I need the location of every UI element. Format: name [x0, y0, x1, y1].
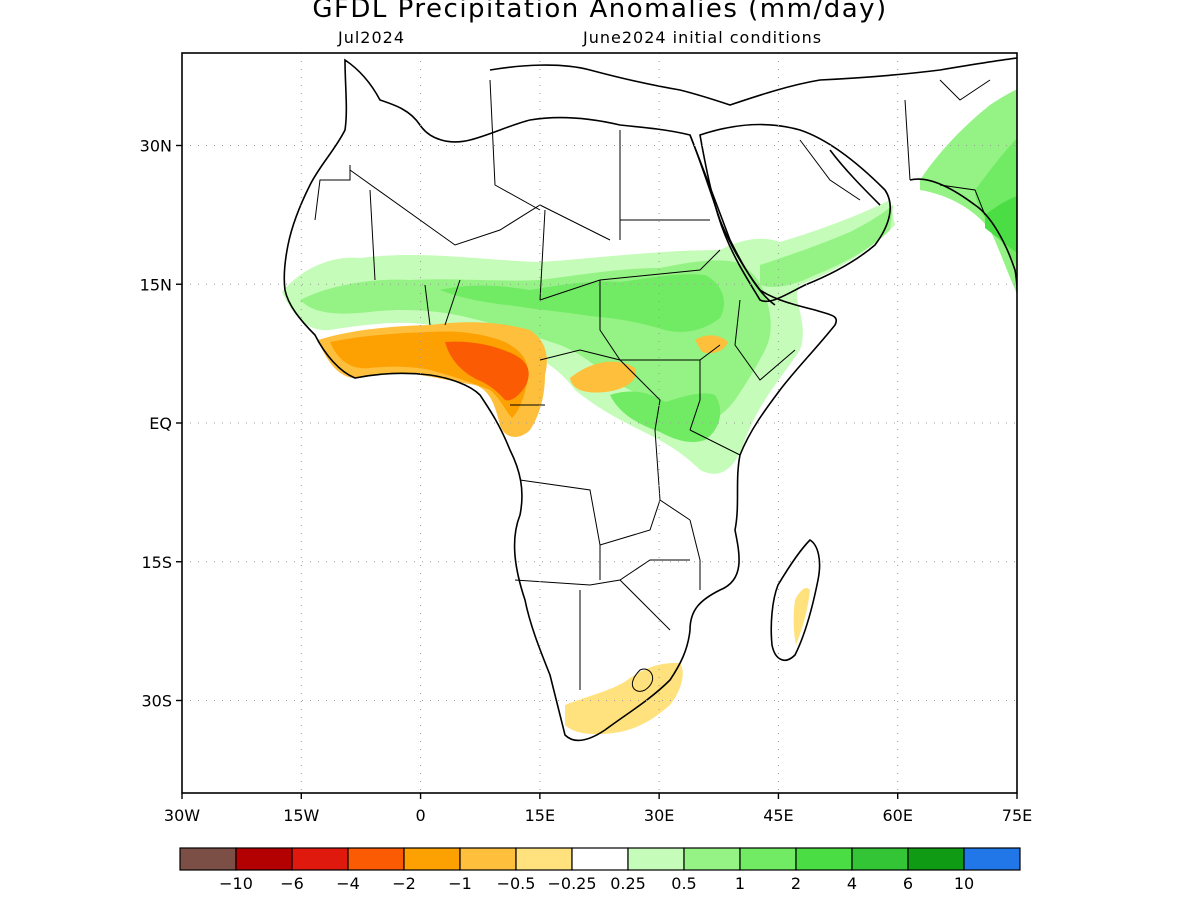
- country-borders: [314, 79, 991, 692]
- x-tick-label: 60E: [882, 806, 912, 825]
- map-frame: [181, 52, 1018, 794]
- madagascar-dry: [793, 588, 810, 645]
- ethiopia-dry: [695, 335, 728, 354]
- colorbar-label: −6: [280, 874, 304, 893]
- arabia-wet: [760, 205, 893, 287]
- mediterranean-coast: [489, 57, 1017, 106]
- madagascar-coastline: [770, 538, 821, 661]
- colorbar-label: −0.5: [497, 874, 536, 893]
- colorbar-label: 1: [735, 874, 745, 893]
- longitude-axis: 30W 15W 0 15E 30E 45E 60E 75E: [164, 793, 1032, 825]
- x-tick-label: 15W: [283, 806, 319, 825]
- colorbar-labels: −10 −6 −4 −2 −1 −0.5 −0.25 0.25 0.5 1 2 4 6 10: [219, 874, 974, 893]
- colorbar-label: −2: [392, 874, 416, 893]
- coastlines: [283, 57, 1017, 742]
- colorbar-label: 0.25: [610, 874, 646, 893]
- grid: [182, 53, 1017, 793]
- colorbar-swatch: [851, 847, 909, 871]
- colorbar-label: 10: [954, 874, 974, 893]
- y-tick-label: EQ: [149, 414, 172, 433]
- x-tick-label: 45E: [763, 806, 793, 825]
- colorbar-swatch: [459, 847, 517, 871]
- colorbar-swatch: [403, 847, 461, 871]
- y-tick-label: 30S: [141, 692, 172, 711]
- y-tick-label: 15N: [140, 275, 172, 294]
- colorbar-label: 6: [903, 874, 913, 893]
- east-africa-wet: [610, 391, 721, 443]
- colorbar-swatch: [739, 847, 797, 871]
- nigeria-dry-peak: [445, 341, 529, 401]
- colorbar: [179, 847, 1021, 871]
- colorbar-swatch: [627, 847, 685, 871]
- colorbar-label: −1: [448, 874, 472, 893]
- colorbar-label: −4: [336, 874, 360, 893]
- colorbar-swatch: [347, 847, 405, 871]
- x-tick-label: 0: [415, 806, 425, 825]
- red-sea-coast: [689, 134, 776, 306]
- sahel-wet-peak: [440, 274, 725, 332]
- valid-month-label: Jul2024: [338, 28, 406, 47]
- colorbar-swatch: [179, 847, 237, 871]
- initial-conditions-label: June2024 initial conditions: [583, 28, 823, 47]
- anomaly-field: [282, 89, 1017, 735]
- colorbar-swatch: [683, 847, 741, 871]
- india-wet-peak: [985, 196, 1017, 253]
- colorbar-label: 2: [791, 874, 801, 893]
- colorbar-swatch: [235, 847, 293, 871]
- map-title: GFDL Precipitation Anomalies (mm/day): [312, 0, 888, 24]
- colorbar-swatch: [291, 847, 349, 871]
- india-coastline: [909, 178, 1017, 308]
- x-tick-label: 30W: [164, 806, 200, 825]
- y-tick-label: 30N: [140, 137, 172, 156]
- colorbar-label: 0.5: [671, 874, 696, 893]
- colorbar-swatch: [963, 847, 1021, 871]
- y-tick-label: 15S: [141, 553, 172, 572]
- africa-coastline: [283, 58, 837, 742]
- india-wet: [920, 89, 1017, 294]
- colorbar-swatch: [795, 847, 853, 871]
- gulf-coast: [829, 149, 881, 206]
- colorbar-label: −0.25: [547, 874, 596, 893]
- x-tick-label: 15E: [525, 806, 555, 825]
- southern-africa-dry: [565, 662, 683, 735]
- central-africa-dry: [570, 361, 636, 393]
- colorbar-swatch: [515, 847, 573, 871]
- colorbar-swatch: [571, 847, 629, 871]
- x-tick-label: 30E: [644, 806, 674, 825]
- colorbar-swatch: [907, 847, 965, 871]
- arabia-coastline: [699, 123, 891, 303]
- colorbar-label: −10: [219, 874, 253, 893]
- x-tick-label: 75E: [1002, 806, 1032, 825]
- colorbar-label: 4: [847, 874, 857, 893]
- latitude-axis: 30N 15N EQ 15S 30S: [140, 137, 182, 711]
